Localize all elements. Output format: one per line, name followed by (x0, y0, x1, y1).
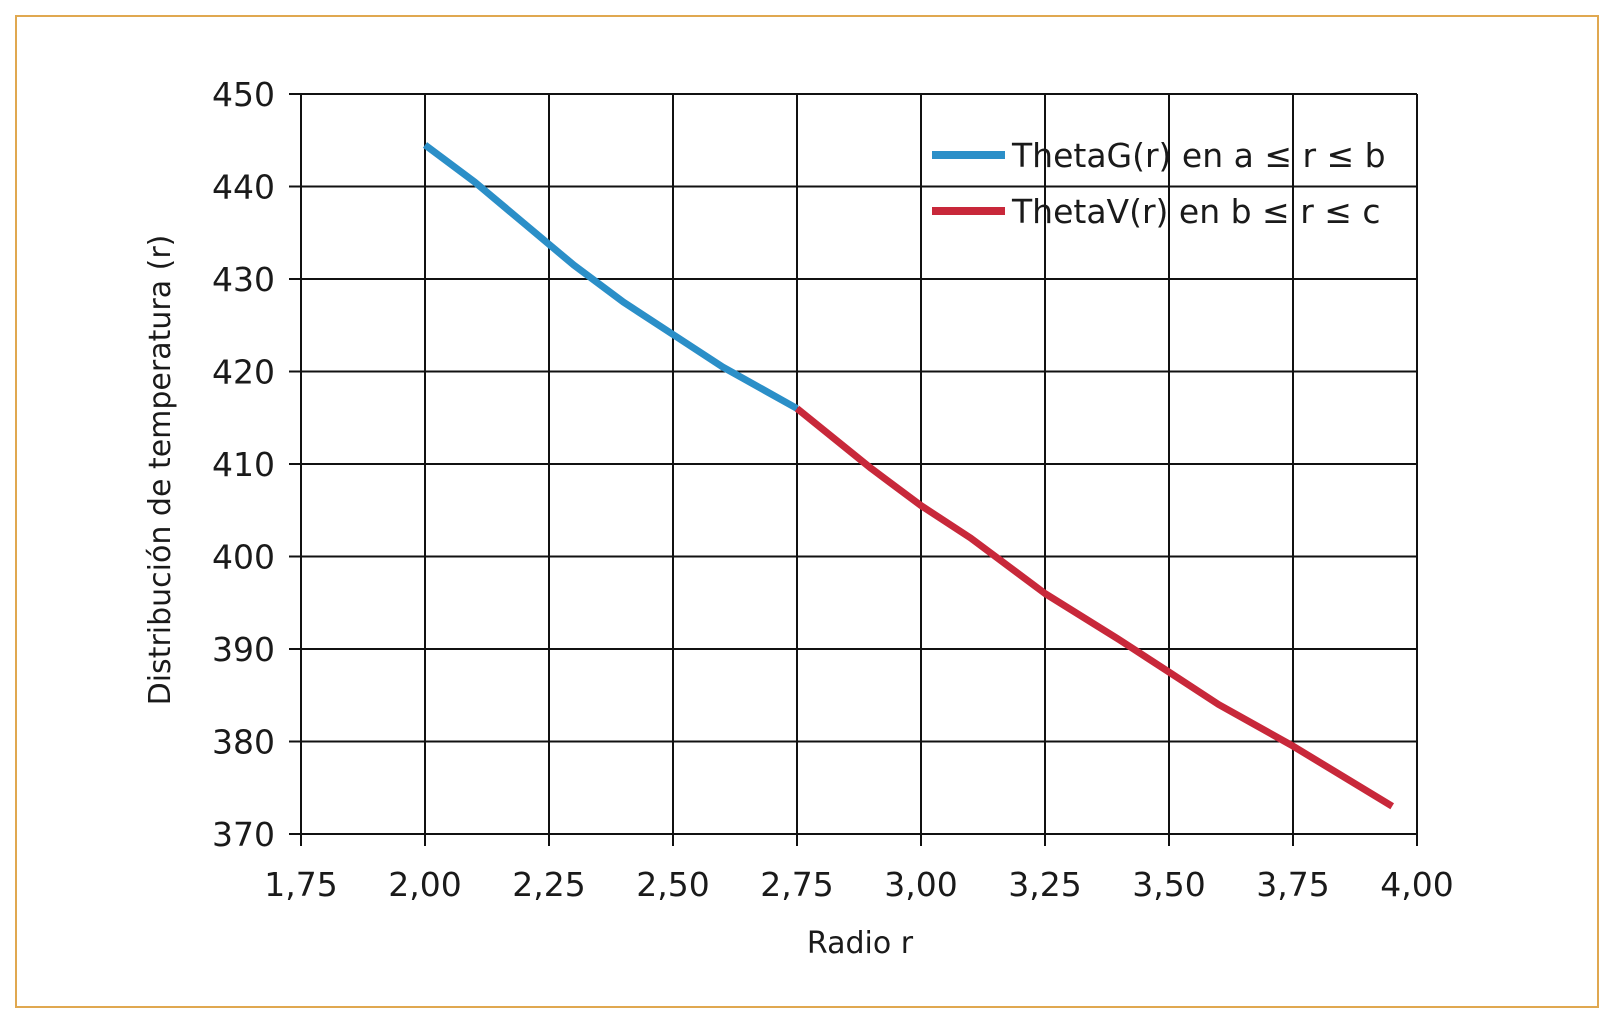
chart-frame (15, 15, 1599, 1008)
x-tick-label: 2,75 (760, 865, 833, 904)
y-axis-title: Distribución de temperatura (r) (143, 235, 178, 706)
x-tick-label: 3,75 (1256, 865, 1329, 904)
x-tick-label: 2,50 (636, 865, 709, 904)
x-tick-label: 2,25 (512, 865, 585, 904)
legend-label: ThetaG(r) en a ≤ r ≤ b (1011, 136, 1386, 175)
x-tick-label: 3,25 (1008, 865, 1081, 904)
x-axis-ticks: 1,75 2,00 2,25 2,50 2,75 3,00 3,25 3,50 3,75 4,00 (264, 865, 1453, 904)
y-tick-label: 430 (212, 260, 275, 299)
y-tick-label: 380 (212, 723, 275, 762)
x-tick-label: 1,75 (264, 865, 337, 904)
y-axis-ticks: 370 380 390 400 410 420 430 440 450 (212, 75, 275, 854)
y-tick-label: 450 (212, 75, 275, 114)
y-tick-label: 370 (212, 815, 275, 854)
series-line-2 (794, 405, 1395, 810)
x-axis-title: Radio r (807, 926, 914, 961)
y-tick-label: 440 (212, 168, 275, 207)
y-tick-label: 390 (212, 630, 275, 669)
x-tick-label: 3,00 (884, 865, 957, 904)
x-tick-label: 4,00 (1380, 865, 1453, 904)
grid-lines (289, 93, 1418, 846)
x-tick-label: 2,00 (388, 865, 461, 904)
legend: ThetaG(r) en a ≤ r ≤ b ThetaV(r) en b ≤ r… (932, 136, 1386, 231)
series-lines (422, 142, 1395, 810)
y-tick-label: 420 (212, 353, 275, 392)
y-tick-label: 400 (212, 538, 275, 577)
legend-label: ThetaV(r) en b ≤ r ≤ c (1011, 192, 1381, 231)
x-tick-label: 3,50 (1132, 865, 1205, 904)
series-line-1 (422, 142, 799, 412)
y-tick-label: 410 (212, 445, 275, 484)
